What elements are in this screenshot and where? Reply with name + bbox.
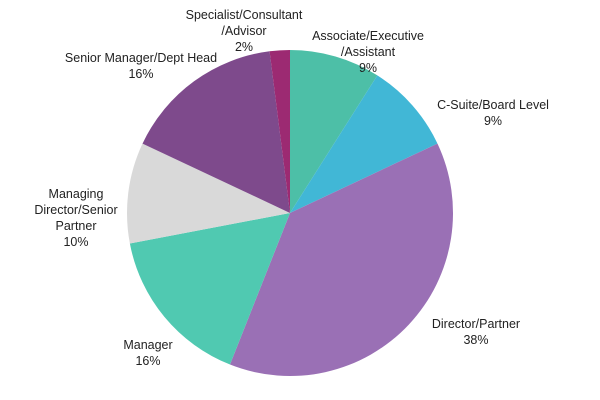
slice-name: Director/Senior (34, 203, 117, 217)
slice-percent: 16% (135, 354, 160, 368)
slice-label: Managing Director/Senior Partner 10% (34, 187, 117, 249)
slice-percent: 10% (63, 235, 88, 249)
slice-percent: 9% (484, 114, 502, 128)
pie-slice (142, 51, 290, 213)
slice-label: Manager 16% (123, 338, 172, 368)
slice-name: Managing (49, 187, 104, 201)
slice-name: Senior Manager/Dept Head (65, 51, 217, 65)
slice-name: Manager (123, 338, 172, 352)
pie-slice (229, 143, 453, 377)
pie-slice (290, 75, 438, 214)
pie-slice (269, 50, 290, 213)
slice-label: C-Suite/Board Level 9% (437, 98, 549, 128)
slice-percent: 9% (359, 61, 377, 75)
slice-name: Partner (56, 219, 97, 233)
slice-name: /Assistant (341, 45, 396, 59)
slice-name: Director/Partner (432, 317, 520, 331)
slice-label: Senior Manager/Dept Head 16% (65, 51, 217, 81)
slice-label: Director/Partner 38% (432, 317, 520, 347)
pie-slice (290, 50, 378, 213)
pie-slice (127, 143, 291, 244)
slice-name: /Advisor (221, 24, 266, 38)
slice-percent: 38% (463, 333, 488, 347)
slice-percent: 2% (235, 40, 253, 54)
pie-slice (129, 213, 290, 365)
slice-name: C-Suite/Board Level (437, 98, 549, 112)
slice-label: Specialist/Consultant/Advisor 2% (186, 8, 303, 54)
slice-name: Specialist/Consultant (186, 8, 303, 22)
slice-label: Associate/Executive/Assistant 9% (312, 29, 424, 75)
slice-name: Associate/Executive (312, 29, 424, 43)
slice-percent: 16% (128, 67, 153, 81)
